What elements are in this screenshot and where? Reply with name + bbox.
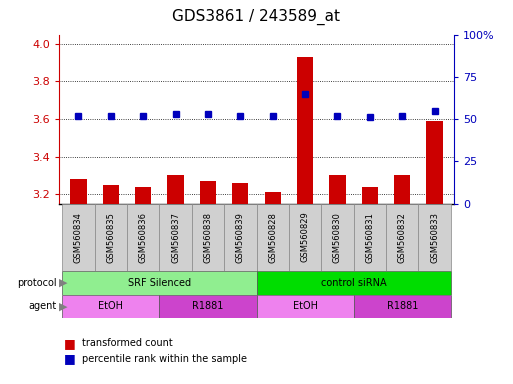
- Text: GSM560835: GSM560835: [106, 212, 115, 263]
- Text: EtOH: EtOH: [292, 301, 318, 311]
- Bar: [167, 175, 184, 204]
- Text: agent: agent: [28, 301, 56, 311]
- Text: GSM560839: GSM560839: [236, 212, 245, 263]
- Text: GSM560828: GSM560828: [268, 212, 277, 263]
- Text: GSM560834: GSM560834: [74, 212, 83, 263]
- Bar: [256, 295, 353, 318]
- Bar: [94, 204, 127, 271]
- Bar: [62, 295, 160, 318]
- Bar: [127, 204, 160, 271]
- Bar: [224, 204, 256, 271]
- Text: protocol: protocol: [17, 278, 56, 288]
- Bar: [103, 185, 119, 204]
- Bar: [265, 192, 281, 204]
- Text: control siRNA: control siRNA: [321, 278, 386, 288]
- Bar: [232, 183, 248, 204]
- Bar: [135, 187, 151, 204]
- Text: ▶: ▶: [58, 301, 67, 311]
- Bar: [321, 204, 353, 271]
- Text: EtOH: EtOH: [98, 301, 123, 311]
- Bar: [62, 271, 256, 295]
- Bar: [386, 204, 419, 271]
- Bar: [200, 181, 216, 204]
- Bar: [160, 295, 256, 318]
- Bar: [362, 187, 378, 204]
- Bar: [256, 204, 289, 271]
- Text: ■: ■: [64, 352, 76, 365]
- Bar: [426, 121, 443, 204]
- Text: GSM560831: GSM560831: [365, 212, 374, 263]
- Text: GSM560837: GSM560837: [171, 212, 180, 263]
- Bar: [353, 295, 451, 318]
- Bar: [70, 179, 87, 204]
- Bar: [192, 204, 224, 271]
- Bar: [329, 175, 346, 204]
- Bar: [353, 204, 386, 271]
- Text: GSM560829: GSM560829: [301, 212, 309, 263]
- Bar: [419, 204, 451, 271]
- Bar: [160, 204, 192, 271]
- Text: R1881: R1881: [386, 301, 418, 311]
- Text: GSM560838: GSM560838: [204, 212, 212, 263]
- Text: SRF Silenced: SRF Silenced: [128, 278, 191, 288]
- Bar: [394, 175, 410, 204]
- Bar: [256, 271, 451, 295]
- Text: transformed count: transformed count: [82, 338, 173, 348]
- Bar: [297, 57, 313, 204]
- Text: GSM560830: GSM560830: [333, 212, 342, 263]
- Text: GSM560833: GSM560833: [430, 212, 439, 263]
- Text: GDS3861 / 243589_at: GDS3861 / 243589_at: [172, 9, 341, 25]
- Text: percentile rank within the sample: percentile rank within the sample: [82, 354, 247, 364]
- Text: GSM560836: GSM560836: [139, 212, 148, 263]
- Text: ▶: ▶: [58, 278, 67, 288]
- Text: R1881: R1881: [192, 301, 224, 311]
- Bar: [62, 204, 94, 271]
- Text: ■: ■: [64, 337, 76, 350]
- Text: GSM560832: GSM560832: [398, 212, 407, 263]
- Bar: [289, 204, 321, 271]
